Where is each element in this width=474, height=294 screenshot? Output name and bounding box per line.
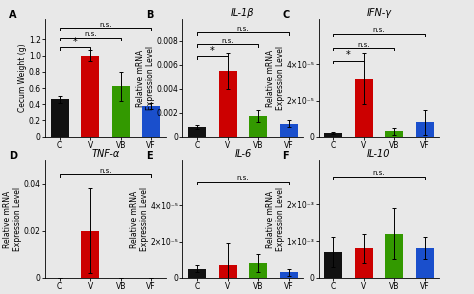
Text: TNF-α: TNF-α	[91, 149, 119, 159]
Bar	[111, 86, 130, 137]
Bar	[249, 263, 267, 278]
Bar	[324, 133, 342, 137]
Bar	[280, 273, 298, 278]
Bar	[81, 56, 100, 137]
Bar	[51, 99, 69, 137]
Bar	[188, 127, 206, 137]
Text: A: A	[9, 10, 16, 20]
Bar	[188, 269, 206, 278]
Bar	[416, 122, 434, 137]
Text: n.s.: n.s.	[357, 41, 370, 48]
Y-axis label: Relative mRNA
Expression Level: Relative mRNA Expression Level	[265, 46, 285, 110]
Text: *: *	[73, 37, 77, 47]
Title: IFN-γ: IFN-γ	[366, 8, 392, 18]
Text: n.s.: n.s.	[237, 176, 249, 181]
Bar	[280, 123, 298, 137]
Text: n.s.: n.s.	[99, 21, 112, 28]
Text: D: D	[9, 151, 17, 161]
Bar	[416, 248, 434, 278]
Y-axis label: Relative mRNA
Expression Level: Relative mRNA Expression Level	[136, 46, 155, 110]
Bar	[249, 116, 267, 137]
Text: IL-10: IL-10	[367, 149, 391, 159]
Bar	[219, 265, 237, 278]
Text: n.s.: n.s.	[221, 38, 234, 44]
Title: IL-1β: IL-1β	[231, 8, 255, 18]
Y-axis label: Cecum Weight (g): Cecum Weight (g)	[18, 44, 27, 112]
Bar	[324, 252, 342, 278]
Text: *: *	[210, 46, 215, 56]
Text: E: E	[146, 151, 153, 161]
Bar	[355, 79, 373, 137]
Text: IL-6: IL-6	[234, 149, 252, 159]
Text: *: *	[346, 50, 351, 60]
Text: n.s.: n.s.	[373, 27, 385, 33]
Bar	[355, 248, 373, 278]
Text: n.s.: n.s.	[373, 170, 385, 176]
Text: F: F	[282, 151, 289, 161]
Y-axis label: Relative mRNA
Expression Level: Relative mRNA Expression Level	[129, 187, 149, 251]
Bar	[81, 231, 100, 278]
Text: n.s.: n.s.	[84, 31, 97, 37]
Bar	[385, 131, 403, 137]
Bar	[385, 234, 403, 278]
Text: C: C	[282, 10, 290, 20]
Text: B: B	[146, 10, 154, 20]
Bar	[142, 106, 160, 137]
Text: n.s.: n.s.	[237, 26, 249, 32]
Bar	[219, 71, 237, 137]
Text: n.s.: n.s.	[99, 168, 112, 174]
Y-axis label: Relative mRNA
Expression Level: Relative mRNA Expression Level	[3, 187, 22, 251]
Y-axis label: Relative mRNA
Expression Level: Relative mRNA Expression Level	[266, 187, 285, 251]
